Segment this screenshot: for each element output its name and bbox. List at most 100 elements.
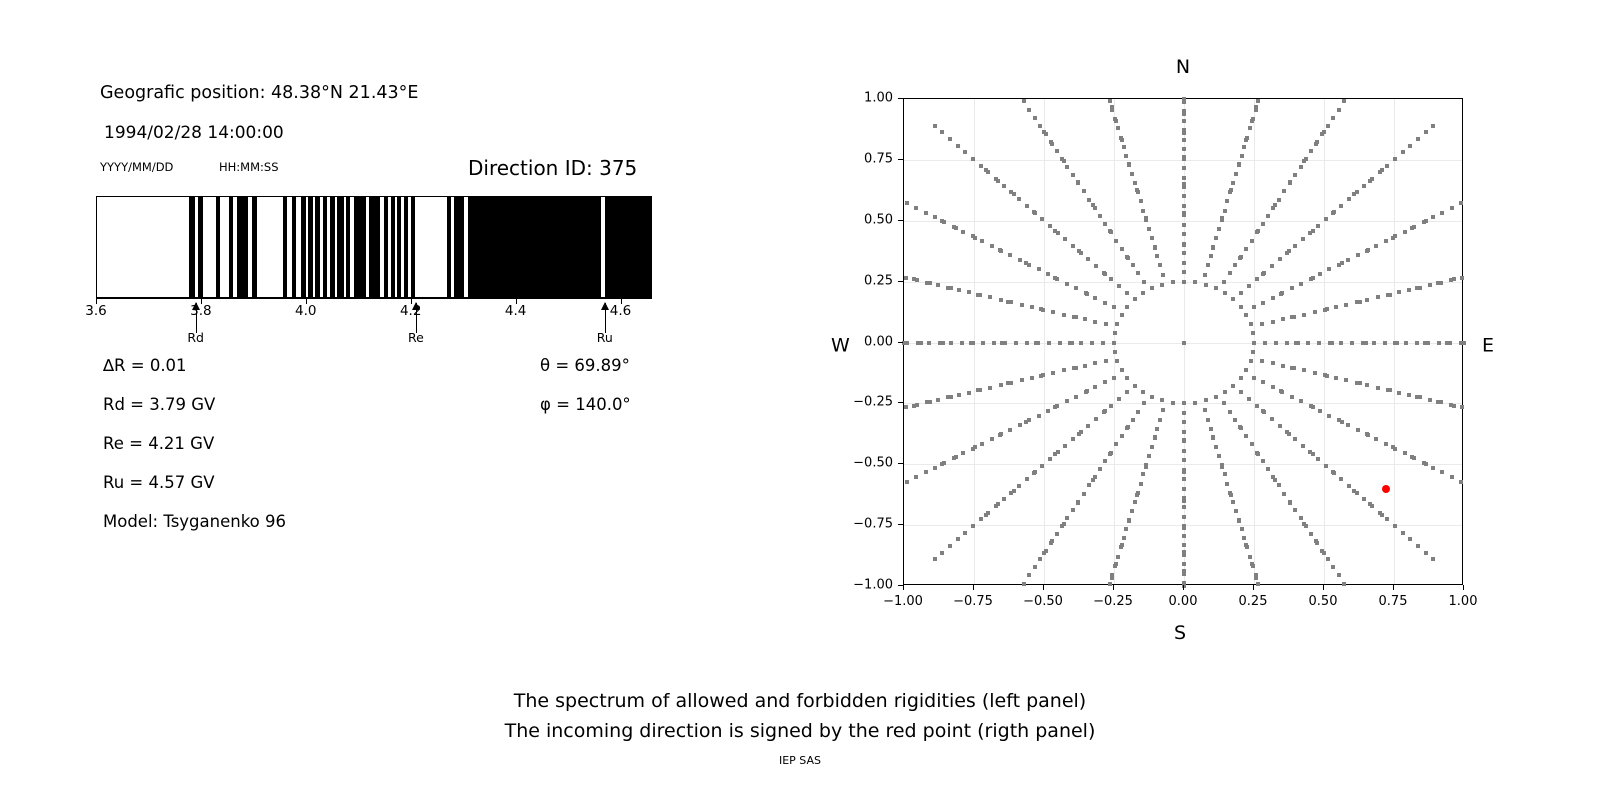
direction-point xyxy=(1182,182,1186,187)
direction-point xyxy=(1415,340,1420,345)
direction-point xyxy=(1119,434,1124,439)
direction-point xyxy=(1252,340,1256,345)
direction-point xyxy=(1282,189,1287,194)
forbidden-band xyxy=(283,197,288,297)
direction-point xyxy=(1323,373,1328,378)
direction-point xyxy=(1436,399,1441,404)
direction-point xyxy=(1033,340,1038,345)
direction-point xyxy=(1323,307,1328,312)
direction-point xyxy=(1103,322,1108,327)
direction-point xyxy=(932,557,937,562)
direction-point xyxy=(1119,138,1124,143)
scatter-x-ticklabel: −1.00 xyxy=(883,594,923,609)
direction-point xyxy=(1285,250,1290,255)
direction-point xyxy=(1214,236,1219,241)
direction-point xyxy=(1302,368,1307,373)
direction-point xyxy=(1251,330,1256,335)
scatter-x-tick xyxy=(1253,585,1254,590)
direction-point xyxy=(1412,456,1417,461)
direction-point xyxy=(1270,361,1275,366)
scatter-y-ticklabel: 0.25 xyxy=(864,273,893,289)
direction-point xyxy=(1182,251,1186,256)
direction-point xyxy=(1309,148,1314,153)
direction-point xyxy=(1440,470,1445,475)
direction-point xyxy=(1117,284,1122,289)
direction-point xyxy=(1428,283,1433,288)
direction-point xyxy=(1312,310,1317,315)
scatter-x-tick xyxy=(1463,585,1464,590)
direction-point xyxy=(1239,390,1244,395)
direction-point xyxy=(1086,423,1091,428)
direction-point xyxy=(1064,399,1069,404)
direction-point xyxy=(1262,410,1267,415)
direction-point xyxy=(951,224,956,229)
direction-point xyxy=(1119,312,1124,317)
direction-point xyxy=(1270,319,1275,324)
direction-point xyxy=(1114,238,1119,243)
direction-id-label: Direction ID: 375 xyxy=(468,156,638,180)
direction-point xyxy=(1014,340,1019,345)
direction-point xyxy=(1027,573,1032,578)
direction-point xyxy=(1302,521,1307,526)
direction-point xyxy=(1252,305,1257,310)
direction-point xyxy=(1130,417,1135,422)
direction-point xyxy=(1059,524,1064,529)
direction-point xyxy=(1385,163,1390,168)
direction-point xyxy=(1152,245,1157,250)
direction-point xyxy=(1281,317,1286,322)
direction-point xyxy=(1238,304,1243,309)
scatter-y-ticklabel: −1.00 xyxy=(853,577,893,593)
direction-point xyxy=(1269,264,1274,268)
direction-point xyxy=(1115,321,1120,326)
direction-point xyxy=(1208,254,1213,259)
direction-point xyxy=(904,275,909,280)
direction-point xyxy=(925,280,930,285)
direction-point xyxy=(1244,246,1249,251)
direction-point xyxy=(1300,237,1305,242)
direction-point xyxy=(1161,408,1166,413)
direction-point xyxy=(1431,465,1436,470)
direction-scatter-plot xyxy=(902,97,1466,588)
direction-point xyxy=(1009,490,1014,495)
right-panel: N S W E −1.00 −0.75 −0.50 −0.25 0.00 0.25 0.50… xyxy=(780,0,1600,660)
gridline-horizontal xyxy=(904,464,1462,466)
direction-point xyxy=(1192,280,1197,285)
forbidden-band xyxy=(391,197,395,297)
direction-point xyxy=(1277,423,1282,428)
figure-caption: The spectrum of allowed and forbidden ri… xyxy=(0,686,1600,746)
direction-point xyxy=(1054,148,1059,153)
direction-point xyxy=(1038,557,1043,562)
direction-point xyxy=(1227,271,1232,276)
direction-point xyxy=(1330,340,1335,345)
direction-point xyxy=(970,524,975,528)
direction-point xyxy=(1101,340,1106,345)
direction-point xyxy=(1082,363,1087,368)
direction-point xyxy=(1261,300,1266,305)
direction-point xyxy=(956,392,961,397)
direction-point xyxy=(1083,291,1088,296)
direction-point xyxy=(1421,460,1426,465)
forbidden-band xyxy=(403,197,409,297)
compass-south-label: S xyxy=(1173,622,1187,644)
direction-point xyxy=(940,130,945,135)
direction-point xyxy=(940,550,945,555)
direction-point xyxy=(1396,290,1401,295)
direction-point xyxy=(1238,425,1243,430)
spectrum-marker-arrow xyxy=(601,302,610,333)
direction-point xyxy=(1182,477,1186,482)
direction-point xyxy=(1250,561,1255,566)
direction-point xyxy=(1144,463,1149,468)
direction-point xyxy=(1061,159,1066,164)
direction-point xyxy=(1228,490,1233,495)
direction-point xyxy=(1124,527,1129,532)
direction-point xyxy=(989,243,994,248)
direction-point xyxy=(967,390,972,395)
scatter-y-tick xyxy=(898,158,903,160)
direction-point xyxy=(1203,282,1208,287)
direction-point xyxy=(1118,135,1123,140)
direction-point xyxy=(1109,575,1114,580)
direction-point xyxy=(1233,417,1238,422)
direction-point xyxy=(1152,435,1157,440)
forbidden-band xyxy=(315,197,321,297)
direction-point xyxy=(1404,340,1409,345)
